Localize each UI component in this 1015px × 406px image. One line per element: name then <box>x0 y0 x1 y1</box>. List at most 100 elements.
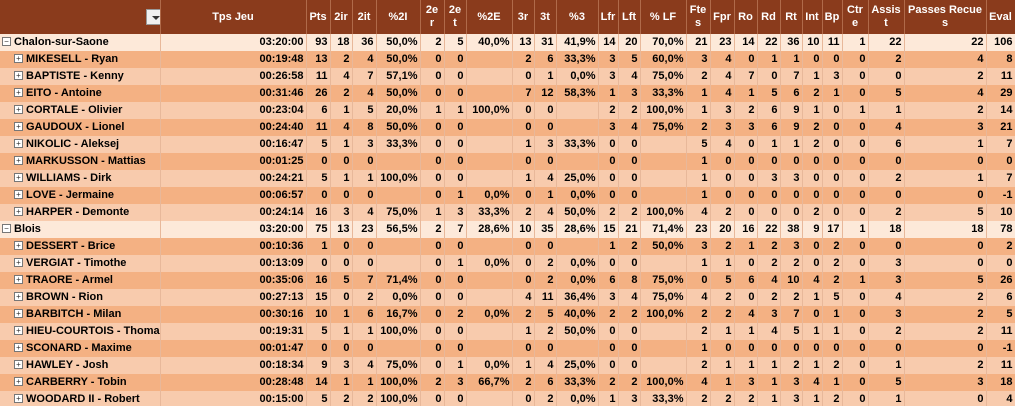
stat-cell: 40,0% <box>556 306 599 323</box>
expand-button[interactable]: + <box>14 53 23 63</box>
stat-cell: 0 <box>306 153 331 170</box>
stat-cell: 12 <box>534 85 557 102</box>
stat-cell: 2 <box>904 306 987 323</box>
player-name: NIKOLIC - Aleksej <box>26 138 120 150</box>
stat-cell: 1 <box>757 391 781 406</box>
stat-cell: 0 <box>780 204 803 221</box>
table-body: − Chalon-sur-Saone 03:20:00 93 18 36 50,0% 2 5 40… <box>0 34 1015 406</box>
stat-cell: 2 <box>734 391 758 406</box>
expand-button[interactable]: + <box>14 70 23 80</box>
name-cell: + HARPER - Demonte <box>0 204 161 221</box>
expand-button[interactable]: + <box>14 308 23 318</box>
stat-cell: 2 <box>780 255 803 272</box>
player-row: + GAUDOUX - Lionel 00:24:40 11 4 8 50,0% 0 0 0 0 3 4… <box>0 119 1015 136</box>
stat-cell: 0,0% <box>466 187 513 204</box>
player-row: + CARBERRY - Tobin 00:28:48 14 1 1 100,0% 2 3 66,… <box>0 374 1015 391</box>
stat-cell: 4 <box>734 306 758 323</box>
stat-cell: 14 <box>986 102 1015 119</box>
expand-button[interactable]: + <box>14 240 23 250</box>
expand-button[interactable]: + <box>14 104 23 114</box>
stat-cell <box>556 119 599 136</box>
stat-cell: 4 <box>710 136 735 153</box>
stat-cell: 0 <box>420 306 445 323</box>
stat-cell: 00:24:40 <box>160 119 307 136</box>
stat-cell: 0 <box>618 153 641 170</box>
stat-cell: 4 <box>534 170 557 187</box>
expand-button[interactable]: + <box>14 325 23 335</box>
stat-cell: 26 <box>306 85 331 102</box>
filter-dropdown[interactable] <box>146 9 159 25</box>
stat-cell: 0 <box>420 170 445 187</box>
expand-button[interactable]: + <box>14 257 23 267</box>
stat-cell: 0 <box>618 136 641 153</box>
stat-cell: 0 <box>512 187 535 204</box>
stat-cell: 1 <box>802 357 823 374</box>
stat-cell: 75,0% <box>640 272 687 289</box>
expand-button[interactable]: + <box>14 359 23 369</box>
player-row: + TRAORE - Armel 00:35:06 16 5 7 71,4% 0 0 0 2 0,0%… <box>0 272 1015 289</box>
expand-button[interactable]: + <box>14 87 23 97</box>
stat-cell: 0,0% <box>556 391 599 406</box>
name-cell: + BROWN - Rion <box>0 289 161 306</box>
stat-cell <box>466 340 513 357</box>
expand-button[interactable]: + <box>14 393 23 403</box>
stat-cell: 23 <box>352 221 377 238</box>
stat-cell: 0 <box>420 238 445 255</box>
stat-cell: 13 <box>512 34 535 51</box>
stat-cell: 0 <box>802 187 823 204</box>
expand-button[interactable]: + <box>14 274 23 284</box>
stat-cell: 0 <box>822 187 843 204</box>
stat-cell: 14 <box>306 374 331 391</box>
stat-cell: 10 <box>780 272 803 289</box>
name-cell: + LOVE - Jermaine <box>0 187 161 204</box>
stat-cell: 0 <box>420 136 445 153</box>
expand-button[interactable]: + <box>14 291 23 301</box>
stat-cell <box>556 153 599 170</box>
stat-cell: 20 <box>618 34 641 51</box>
collapse-button[interactable]: − <box>2 36 11 46</box>
stat-cell: 6 <box>734 272 758 289</box>
stat-cell: 50,0% <box>376 51 421 68</box>
stat-cell: 0 <box>420 119 445 136</box>
player-name: DESSERT - Brice <box>26 240 116 252</box>
stat-cell: 2 <box>710 306 735 323</box>
expand-button[interactable]: + <box>14 342 23 352</box>
stat-cell: 9 <box>780 102 803 119</box>
expand-button[interactable]: + <box>14 155 23 165</box>
stat-cell: 4 <box>534 357 557 374</box>
player-row: + VERGIAT - Timothe 00:13:09 0 0 0 0 1 0,0% 0 2 0,0… <box>0 255 1015 272</box>
expand-button[interactable]: + <box>14 189 23 199</box>
stat-cell: 1 <box>598 85 619 102</box>
stat-cell: 3 <box>757 170 781 187</box>
player-name: EITO - Antoine <box>26 87 102 99</box>
stat-cell: 0 <box>598 340 619 357</box>
stat-cell: 100,0% <box>640 374 687 391</box>
collapse-button[interactable]: − <box>2 223 11 233</box>
stat-cell: 1 <box>330 102 353 119</box>
stat-cell: 1 <box>757 357 781 374</box>
name-cell: + MARKUSSON - Mattias <box>0 153 161 170</box>
expand-button[interactable]: + <box>14 206 23 216</box>
stat-cell: 2 <box>686 119 711 136</box>
stat-cell: 23 <box>686 221 711 238</box>
stat-cell: 0 <box>420 187 445 204</box>
expand-button[interactable]: + <box>14 138 23 148</box>
expand-button[interactable]: + <box>14 172 23 182</box>
expand-button[interactable]: + <box>14 376 23 386</box>
expand-button[interactable]: + <box>14 121 23 131</box>
player-name: MIKESELL - Ryan <box>26 53 119 65</box>
stat-cell: 0 <box>734 136 758 153</box>
stat-cell: 0 <box>802 255 823 272</box>
stat-cell: 00:24:14 <box>160 204 307 221</box>
stat-cell: 0 <box>822 136 843 153</box>
stat-cell: 0 <box>444 68 467 85</box>
stat-cell <box>376 153 421 170</box>
stat-cell: 3 <box>868 272 905 289</box>
stat-cell: 4 <box>868 119 905 136</box>
stat-cell: 00:01:47 <box>160 340 307 357</box>
stat-cell <box>556 238 599 255</box>
stat-cell: 33,3% <box>640 85 687 102</box>
stat-cell: 50,0% <box>376 34 421 51</box>
stat-cell: 41,9% <box>556 34 599 51</box>
